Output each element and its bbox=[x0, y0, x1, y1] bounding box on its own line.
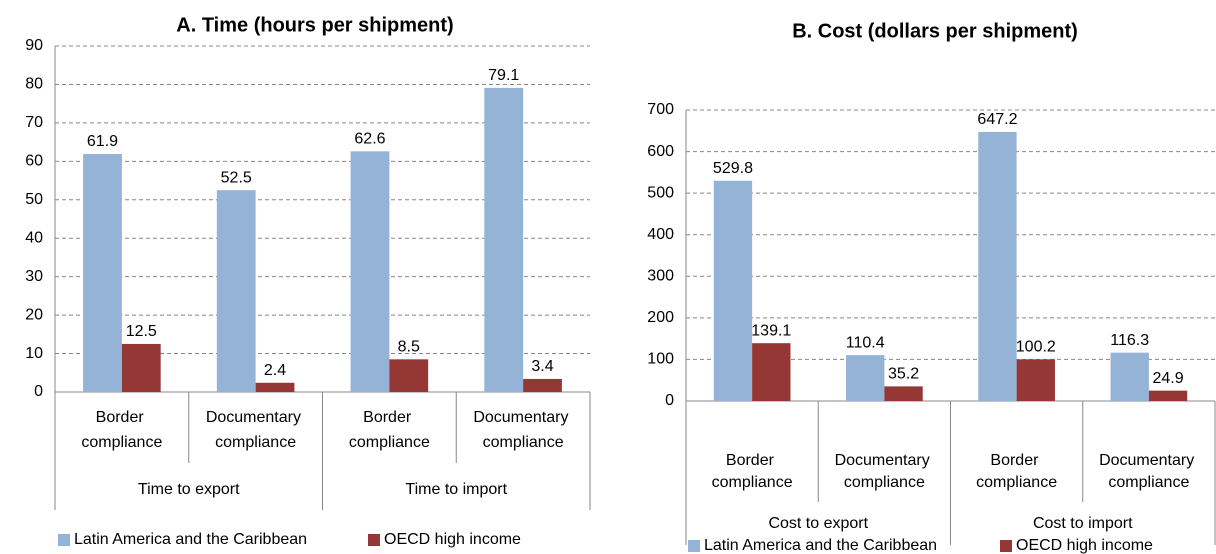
chart-title: B. Cost (dollars per shipment) bbox=[792, 20, 1078, 42]
data-label: 2.4 bbox=[264, 362, 286, 379]
bar bbox=[978, 131, 1017, 401]
x-tick-label: Documentary compliance bbox=[206, 409, 306, 451]
legend-swatch bbox=[368, 534, 380, 546]
bar bbox=[83, 154, 122, 392]
bar bbox=[1016, 359, 1055, 401]
y-tick-label: 60 bbox=[25, 153, 43, 170]
y-tick-label: 400 bbox=[647, 226, 674, 243]
data-label: 52.5 bbox=[221, 169, 252, 186]
data-label: 79.1 bbox=[488, 67, 519, 84]
bar bbox=[1148, 390, 1188, 401]
y-tick-label: 40 bbox=[25, 229, 43, 246]
data-label: 62.6 bbox=[354, 131, 385, 148]
bar bbox=[846, 355, 885, 401]
bar bbox=[216, 190, 256, 392]
group-label: Cost to export bbox=[768, 515, 868, 532]
bar bbox=[884, 386, 923, 401]
chart-title: A. Time (hours per shipment) bbox=[176, 14, 453, 36]
data-label: 24.9 bbox=[1152, 370, 1183, 387]
y-tick-label: 0 bbox=[34, 383, 43, 400]
group-label: Cost to import bbox=[1033, 515, 1133, 532]
x-tick-label: Border compliance bbox=[81, 409, 162, 451]
bar bbox=[713, 180, 753, 401]
legend-label: Latin America and the Caribbean bbox=[74, 531, 307, 548]
y-tick-label: 30 bbox=[25, 268, 43, 285]
x-tick-label: Documentary compliance bbox=[1099, 452, 1199, 491]
legend-swatch bbox=[688, 540, 700, 552]
y-tick-label: 50 bbox=[25, 191, 43, 208]
bar bbox=[484, 87, 524, 392]
legend-label: OECD high income bbox=[1016, 537, 1153, 554]
bar bbox=[389, 359, 429, 392]
data-label: 647.2 bbox=[977, 111, 1017, 128]
bar bbox=[350, 151, 390, 392]
x-tick-label: Border compliance bbox=[712, 452, 793, 491]
data-label: 116.3 bbox=[1110, 332, 1149, 349]
y-tick-label: 500 bbox=[647, 184, 674, 201]
data-label: 139.1 bbox=[751, 322, 791, 339]
legend-label: Latin America and the Caribbean bbox=[704, 537, 937, 554]
y-tick-label: 700 bbox=[647, 101, 674, 118]
y-tick-label: 10 bbox=[25, 345, 43, 362]
data-label: 100.2 bbox=[1016, 339, 1056, 356]
y-tick-label: 300 bbox=[647, 268, 674, 285]
y-tick-label: 90 bbox=[25, 37, 43, 54]
x-tick-label: Border compliance bbox=[349, 409, 430, 451]
legend-swatch bbox=[1000, 540, 1012, 552]
data-label: 3.4 bbox=[531, 358, 553, 375]
bar bbox=[752, 343, 791, 401]
x-tick-label: Border compliance bbox=[976, 452, 1057, 491]
y-tick-label: 600 bbox=[647, 143, 674, 160]
bar bbox=[523, 378, 562, 392]
legend-label: OECD high income bbox=[384, 531, 521, 548]
bar bbox=[1110, 352, 1149, 401]
legend-swatch bbox=[58, 534, 70, 546]
y-tick-label: 80 bbox=[25, 76, 43, 93]
data-label: 8.5 bbox=[398, 339, 420, 356]
y-tick-label: 70 bbox=[25, 114, 43, 131]
x-tick-label: Documentary compliance bbox=[473, 409, 573, 451]
data-label: 35.2 bbox=[888, 366, 919, 383]
group-label: Time to export bbox=[138, 481, 240, 498]
y-tick-label: 200 bbox=[647, 309, 674, 326]
bar bbox=[255, 382, 295, 392]
bar bbox=[121, 343, 161, 392]
x-tick-label: Documentary compliance bbox=[835, 452, 935, 491]
y-tick-label: 0 bbox=[665, 392, 674, 409]
y-tick-label: 20 bbox=[25, 306, 43, 323]
data-label: 529.8 bbox=[713, 160, 753, 177]
group-label: Time to import bbox=[405, 481, 507, 498]
y-tick-label: 100 bbox=[647, 351, 674, 368]
data-label: 61.9 bbox=[87, 133, 118, 150]
data-label: 12.5 bbox=[126, 323, 157, 340]
data-label: 110.4 bbox=[846, 334, 885, 351]
